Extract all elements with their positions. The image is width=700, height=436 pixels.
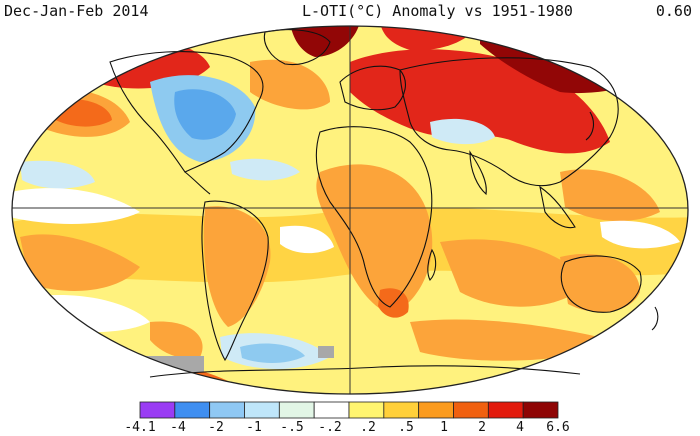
coastline-antarctica [149,365,581,378]
legend-break-label: .5 [398,420,414,435]
legend-break-label: 2 [478,420,486,435]
legend-swatch [209,401,245,419]
legend-swatch [244,401,280,419]
anomaly-patch-very-hot-greenland [290,26,360,57]
legend-break-label: 4 [516,420,524,435]
season-label: Dec-Jan-Feb 2014 [4,2,149,20]
legend-swatch [383,401,420,419]
legend-break-label: 1 [440,420,448,435]
coastline-new-zealand [651,306,659,331]
legend-swatch [487,401,524,419]
legend-break-label: -.5 [280,420,304,435]
anomaly-patch-cold-north-atlantic [230,158,300,181]
legend-swatch [522,401,559,419]
no-data-patch-east [318,346,334,358]
legend-break-label: -2 [208,420,224,435]
coastline-madagascar [427,248,437,281]
coastline-greenland [263,29,331,66]
anomaly-patch-cold-east-pacific [20,160,95,189]
coastline-india [469,150,487,196]
anomaly-patch-warm-east-pacific-south [150,321,203,359]
legend-break-label: -4 [170,420,186,435]
legend-swatch [453,401,489,419]
anomaly-patch-cold-north-america-core [174,89,236,140]
legend-break-label: .2 [360,420,376,435]
legend-break-label: 6.6 [546,420,570,435]
color-scale-legend: -4.1 -4 -2 -1 -.5 -.2 .2 .5 1 2 4 6.6 [0,398,700,436]
legend-swatch [348,401,385,419]
legend-break-label: -4.1 [124,420,156,435]
coastline-europe [339,65,406,111]
coastline-africa [315,126,433,308]
anomaly-patch-neutral-west-pacific [600,220,680,249]
map-title: L-OTI(°C) Anomaly vs 1951-1980 [302,2,573,20]
legend-break-label: -.2 [318,420,342,435]
anomaly-patch-cold-antarctic-coast [240,343,305,363]
globe-outline [11,25,689,395]
temperature-anomaly-map [11,25,689,395]
coastline-southeast-asia [539,185,576,229]
anomaly-patch-warm-australia [560,253,640,313]
global-mean-value: 0.60 [655,2,692,20]
coastline-central-america [184,171,211,195]
legend-break-label: -1 [246,420,262,435]
legend-swatch [313,401,350,419]
coastlines [109,29,659,378]
anomaly-patch-cold-central-asia [430,118,495,145]
coastline-south-america [201,200,269,362]
anomaly-patch-neutral-central-pacific [12,188,140,224]
legend-swatch [278,401,315,419]
coastline-north-america [109,51,264,173]
anomaly-patch-warm-africa [316,164,433,314]
coastline-asia [399,57,619,187]
coastline-japan [585,111,595,141]
coastline-australia [560,255,642,313]
anomaly-patch-neutral-south-atlantic [280,225,334,254]
anomaly-patch-warm-atlantic-ridge [250,59,330,110]
legend-swatch [174,401,211,419]
no-data-patch-west [108,356,204,372]
legend-swatch [418,401,454,419]
anomaly-patch-warm-south-pacific [20,234,140,291]
anomaly-patch-warm-south-america [203,206,271,327]
legend-swatch [139,401,176,419]
legend-color-bar [139,401,559,419]
anomaly-patch-warm-indian-ocean [440,239,590,307]
